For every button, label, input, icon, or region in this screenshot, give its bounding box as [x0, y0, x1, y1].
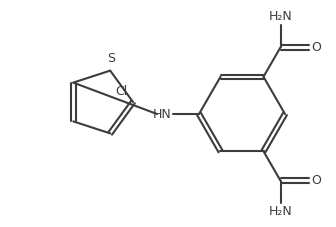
- Text: O: O: [311, 41, 321, 54]
- Text: H₂N: H₂N: [268, 205, 292, 218]
- Text: HN: HN: [152, 108, 171, 121]
- Text: S: S: [107, 52, 115, 65]
- Text: H₂N: H₂N: [268, 10, 292, 23]
- Text: O: O: [311, 174, 321, 187]
- Text: Cl: Cl: [116, 85, 128, 98]
